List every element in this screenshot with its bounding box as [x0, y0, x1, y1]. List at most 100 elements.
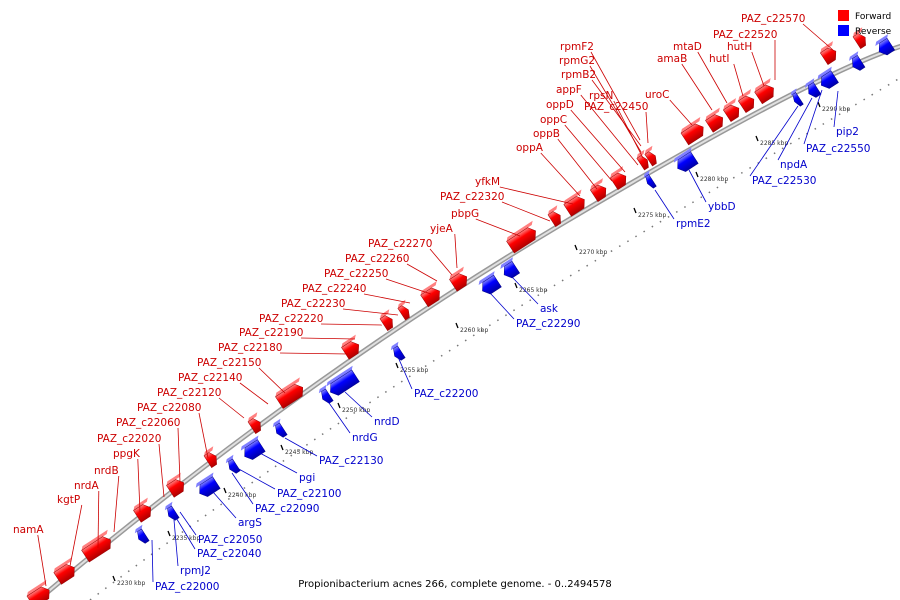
leader-huth	[751, 51, 765, 87]
gene-arrow	[754, 84, 774, 105]
gene-label-kgtp[interactable]: kgtP	[57, 494, 80, 506]
gene-label-paz-c22140[interactable]: PAZ_c22140	[178, 372, 242, 384]
gene-label-npda[interactable]: npdA	[780, 159, 808, 171]
gene-label-huth[interactable]: hutH	[727, 41, 752, 53]
scale-tick-mark	[167, 530, 171, 537]
forward-gene	[247, 412, 261, 434]
leader-paz-c22290	[490, 293, 515, 320]
gene-label-paz-c22220[interactable]: PAZ_c22220	[259, 313, 323, 325]
gene-label-paz-c22040[interactable]: PAZ_c22040	[197, 548, 261, 560]
gene-label-nrdb[interactable]: nrdB	[94, 465, 119, 477]
gene-label-huti[interactable]: hutI	[709, 53, 730, 65]
gene-label-nrda[interactable]: nrdA	[74, 480, 99, 492]
gene-label-paz-c22530[interactable]: PAZ_c22530	[752, 175, 816, 187]
leader-pgi	[257, 451, 298, 474]
gene-label-amab[interactable]: amaB	[657, 53, 687, 65]
gene-label-nrdd[interactable]: nrdD	[374, 416, 400, 428]
gene-label-rpme2[interactable]: rpmE2	[676, 218, 711, 230]
gene-label-nrdg[interactable]: nrdG	[352, 432, 378, 444]
gene-label-paz-c22090[interactable]: PAZ_c22090	[255, 503, 319, 515]
gene-label-paz-c22020[interactable]: PAZ_c22020	[97, 433, 161, 445]
reverse-gene	[164, 501, 180, 521]
leader-oppd	[570, 109, 626, 173]
scale-tick-label: 2230 kbp	[117, 580, 145, 587]
gene-label-paz-c22050[interactable]: PAZ_c22050	[198, 534, 262, 546]
scale-tick-mark	[633, 207, 637, 214]
gene-top-face	[643, 170, 650, 178]
gene-label-pbpg[interactable]: pbpG	[451, 208, 479, 220]
genome-backbone-highlight	[37, 45, 900, 600]
reverse-gene	[804, 78, 822, 98]
gene-label-paz-c22250[interactable]: PAZ_c22250	[324, 268, 388, 280]
gene-label-oppc[interactable]: oppC	[540, 114, 567, 126]
gene-label-args[interactable]: argS	[238, 517, 262, 529]
gene-top-face	[390, 341, 399, 351]
gene-label-pgi[interactable]: pgi	[299, 472, 315, 484]
gene-label-rpmb2[interactable]: rpmB2	[561, 69, 596, 81]
gene-label-paz-c22130[interactable]: PAZ_c22130	[319, 455, 383, 467]
gene-label-yfkm[interactable]: yfkM	[475, 176, 500, 188]
gene-label-paz-c22450[interactable]: PAZ_c22450	[584, 101, 648, 113]
gene-labels: namA kgtP nrdA nrdB ppgK PAZ_c22020 PAZ_c22060…	[13, 13, 870, 593]
gene-arrow	[275, 383, 303, 409]
gene-label-yjea[interactable]: yjeA	[430, 223, 454, 235]
gene-label-paz-c22520[interactable]: PAZ_c22520	[713, 29, 777, 41]
gene-arrow	[878, 37, 896, 56]
gene-label-nama[interactable]: namA	[13, 524, 44, 536]
leader-oppa	[540, 152, 581, 197]
scale-tick-label: 2235 kbp	[172, 535, 200, 542]
forward-gene	[26, 579, 50, 600]
leader-paz-c22320	[501, 201, 551, 222]
gene-label-mtad[interactable]: mtaD	[673, 41, 702, 53]
gene-top-face	[275, 377, 300, 397]
gene-arrow	[321, 388, 334, 404]
gene-label-appf[interactable]: appF	[556, 84, 582, 96]
gene-label-paz-c22180[interactable]: PAZ_c22180	[218, 342, 282, 354]
leader-paz-c22530	[749, 105, 799, 177]
gene-label-paz-c22260[interactable]: PAZ_c22260	[345, 253, 409, 265]
scale-tick-mark	[112, 575, 116, 582]
gene-label-paz-c22290[interactable]: PAZ_c22290	[516, 318, 580, 330]
gene-label-paz-c22150[interactable]: PAZ_c22150	[197, 357, 261, 369]
gene-label-ybbd[interactable]: ybbD	[708, 201, 736, 213]
gene-arrow	[645, 174, 657, 189]
gene-label-rpsn[interactable]: rpsN	[589, 90, 613, 102]
gene-label-paz-c22270[interactable]: PAZ_c22270	[368, 238, 432, 250]
gene-label-paz-c22060[interactable]: PAZ_c22060	[116, 417, 180, 429]
scale-tick-mark	[337, 402, 341, 409]
gene-label-rpmf2[interactable]: rpmF2	[560, 41, 594, 53]
gene-label-uroc[interactable]: uroC	[645, 89, 670, 101]
gene-label-paz-c22550[interactable]: PAZ_c22550	[806, 143, 870, 155]
gene-label-oppb[interactable]: oppB	[533, 128, 560, 140]
gene-label-ppgk[interactable]: ppgK	[113, 448, 141, 460]
gene-label-ask[interactable]: ask	[540, 303, 559, 315]
reverse-gene	[195, 472, 221, 497]
gene-label-paz-c22100[interactable]: PAZ_c22100	[277, 488, 341, 500]
leader-paz-c22120	[218, 397, 245, 419]
gene-label-paz-c22080[interactable]: PAZ_c22080	[137, 402, 201, 414]
gene-label-paz-c22240[interactable]: PAZ_c22240	[302, 283, 366, 295]
gene-label-rpmg2[interactable]: rpmG2	[559, 55, 595, 67]
legend: Forward Reverse	[838, 10, 892, 37]
gene-label-paz-c22120[interactable]: PAZ_c22120	[157, 387, 221, 399]
gene-features	[26, 27, 896, 600]
leader-yjea	[454, 233, 458, 269]
gene-label-oppa[interactable]: oppA	[516, 142, 544, 154]
gene-label-pip2[interactable]: pip2	[836, 126, 859, 138]
gene-label-paz-c22230[interactable]: PAZ_c22230	[281, 298, 345, 310]
gene-label-paz-c22570[interactable]: PAZ_c22570	[741, 13, 805, 25]
legend-forward-label: Forward	[855, 12, 891, 22]
leader-paz-c22060	[177, 427, 181, 483]
gene-label-paz-c22200[interactable]: PAZ_c22200	[414, 388, 478, 400]
gene-label-paz-c22000[interactable]: PAZ_c22000	[155, 581, 219, 593]
reverse-gene	[318, 384, 334, 404]
gene-label-paz-c22320[interactable]: PAZ_c22320	[440, 191, 504, 203]
legend-forward-swatch	[838, 10, 849, 21]
gene-top-face	[53, 557, 72, 573]
gene-top-face	[817, 66, 832, 80]
gene-label-paz-c22190[interactable]: PAZ_c22190	[239, 327, 303, 339]
scale-tick-mark	[695, 171, 699, 178]
gene-top-face	[644, 145, 653, 155]
gene-label-rpmj2[interactable]: rpmJ2	[180, 565, 211, 577]
gene-label-oppd[interactable]: oppD	[546, 99, 574, 111]
